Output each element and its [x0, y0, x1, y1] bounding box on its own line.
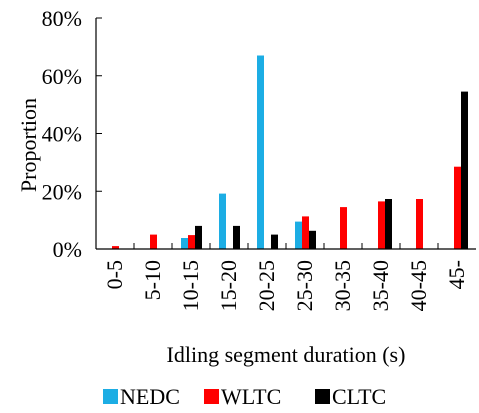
bar-wltc-35-40 [378, 201, 385, 249]
x-tick-label: 40-45 [406, 260, 431, 311]
x-ticks: 0-5 5-10 10-15 15-20 20-25 25-30 30-35 35-40 40-… [102, 243, 469, 311]
x-tick-label: 25-30 [292, 260, 317, 311]
y-tick-label: 0% [53, 237, 82, 262]
legend-label-cltc: CLTC [332, 384, 386, 409]
bar-nedc-10-15 [181, 238, 188, 249]
legend-swatch-nedc [103, 389, 118, 404]
bar-cltc-10-15 [195, 225, 202, 249]
x-tick-label: 5-10 [140, 260, 165, 300]
x-tick-label: 0-5 [102, 260, 127, 289]
bar-nedc-20-25 [257, 55, 264, 249]
x-tick-label: 15-20 [216, 260, 241, 311]
bar-wltc-5-10 [150, 234, 157, 249]
bar-wltc-30-35 [340, 207, 347, 249]
bar-nedc-25-30 [295, 221, 302, 249]
x-tick-label: 35-40 [368, 260, 393, 311]
x-tick-label: 10-15 [178, 260, 203, 311]
bar-cltc-25-30 [309, 230, 316, 249]
y-ticks: 0% 20% 40% 60% 80% [42, 6, 102, 262]
bar-wltc-25-30 [302, 216, 309, 249]
legend-label-wltc: WLTC [221, 384, 281, 409]
x-tick-label: 20-25 [254, 260, 279, 311]
y-tick-label: 80% [42, 6, 82, 31]
bar-cltc-35-40 [385, 199, 392, 249]
bar-cltc-20-25 [271, 234, 278, 249]
legend-swatch-cltc [315, 389, 330, 404]
bar-wltc-10-15 [188, 235, 195, 249]
bar-cltc-45- [461, 91, 468, 249]
y-tick-label: 20% [42, 179, 82, 204]
y-tick-label: 60% [42, 64, 82, 89]
y-axis-label: Proportion [16, 98, 41, 192]
bar-cltc-15-20 [233, 225, 240, 249]
bar-wltc-40-45 [416, 199, 423, 249]
bar-wltc-0-5 [112, 246, 119, 249]
legend-label-nedc: NEDC [120, 384, 180, 409]
y-tick-label: 40% [42, 122, 82, 147]
legend: NEDC WLTC CLTC [103, 384, 386, 409]
bar-nedc-15-20 [219, 193, 226, 249]
x-tick-label: 30-35 [330, 260, 355, 311]
x-axis-label: Idling segment duration (s) [167, 342, 406, 367]
bar-wltc-45- [454, 166, 461, 249]
legend-swatch-wltc [204, 389, 219, 404]
x-tick-label: 45- [444, 260, 469, 289]
bars-layer [112, 55, 468, 249]
